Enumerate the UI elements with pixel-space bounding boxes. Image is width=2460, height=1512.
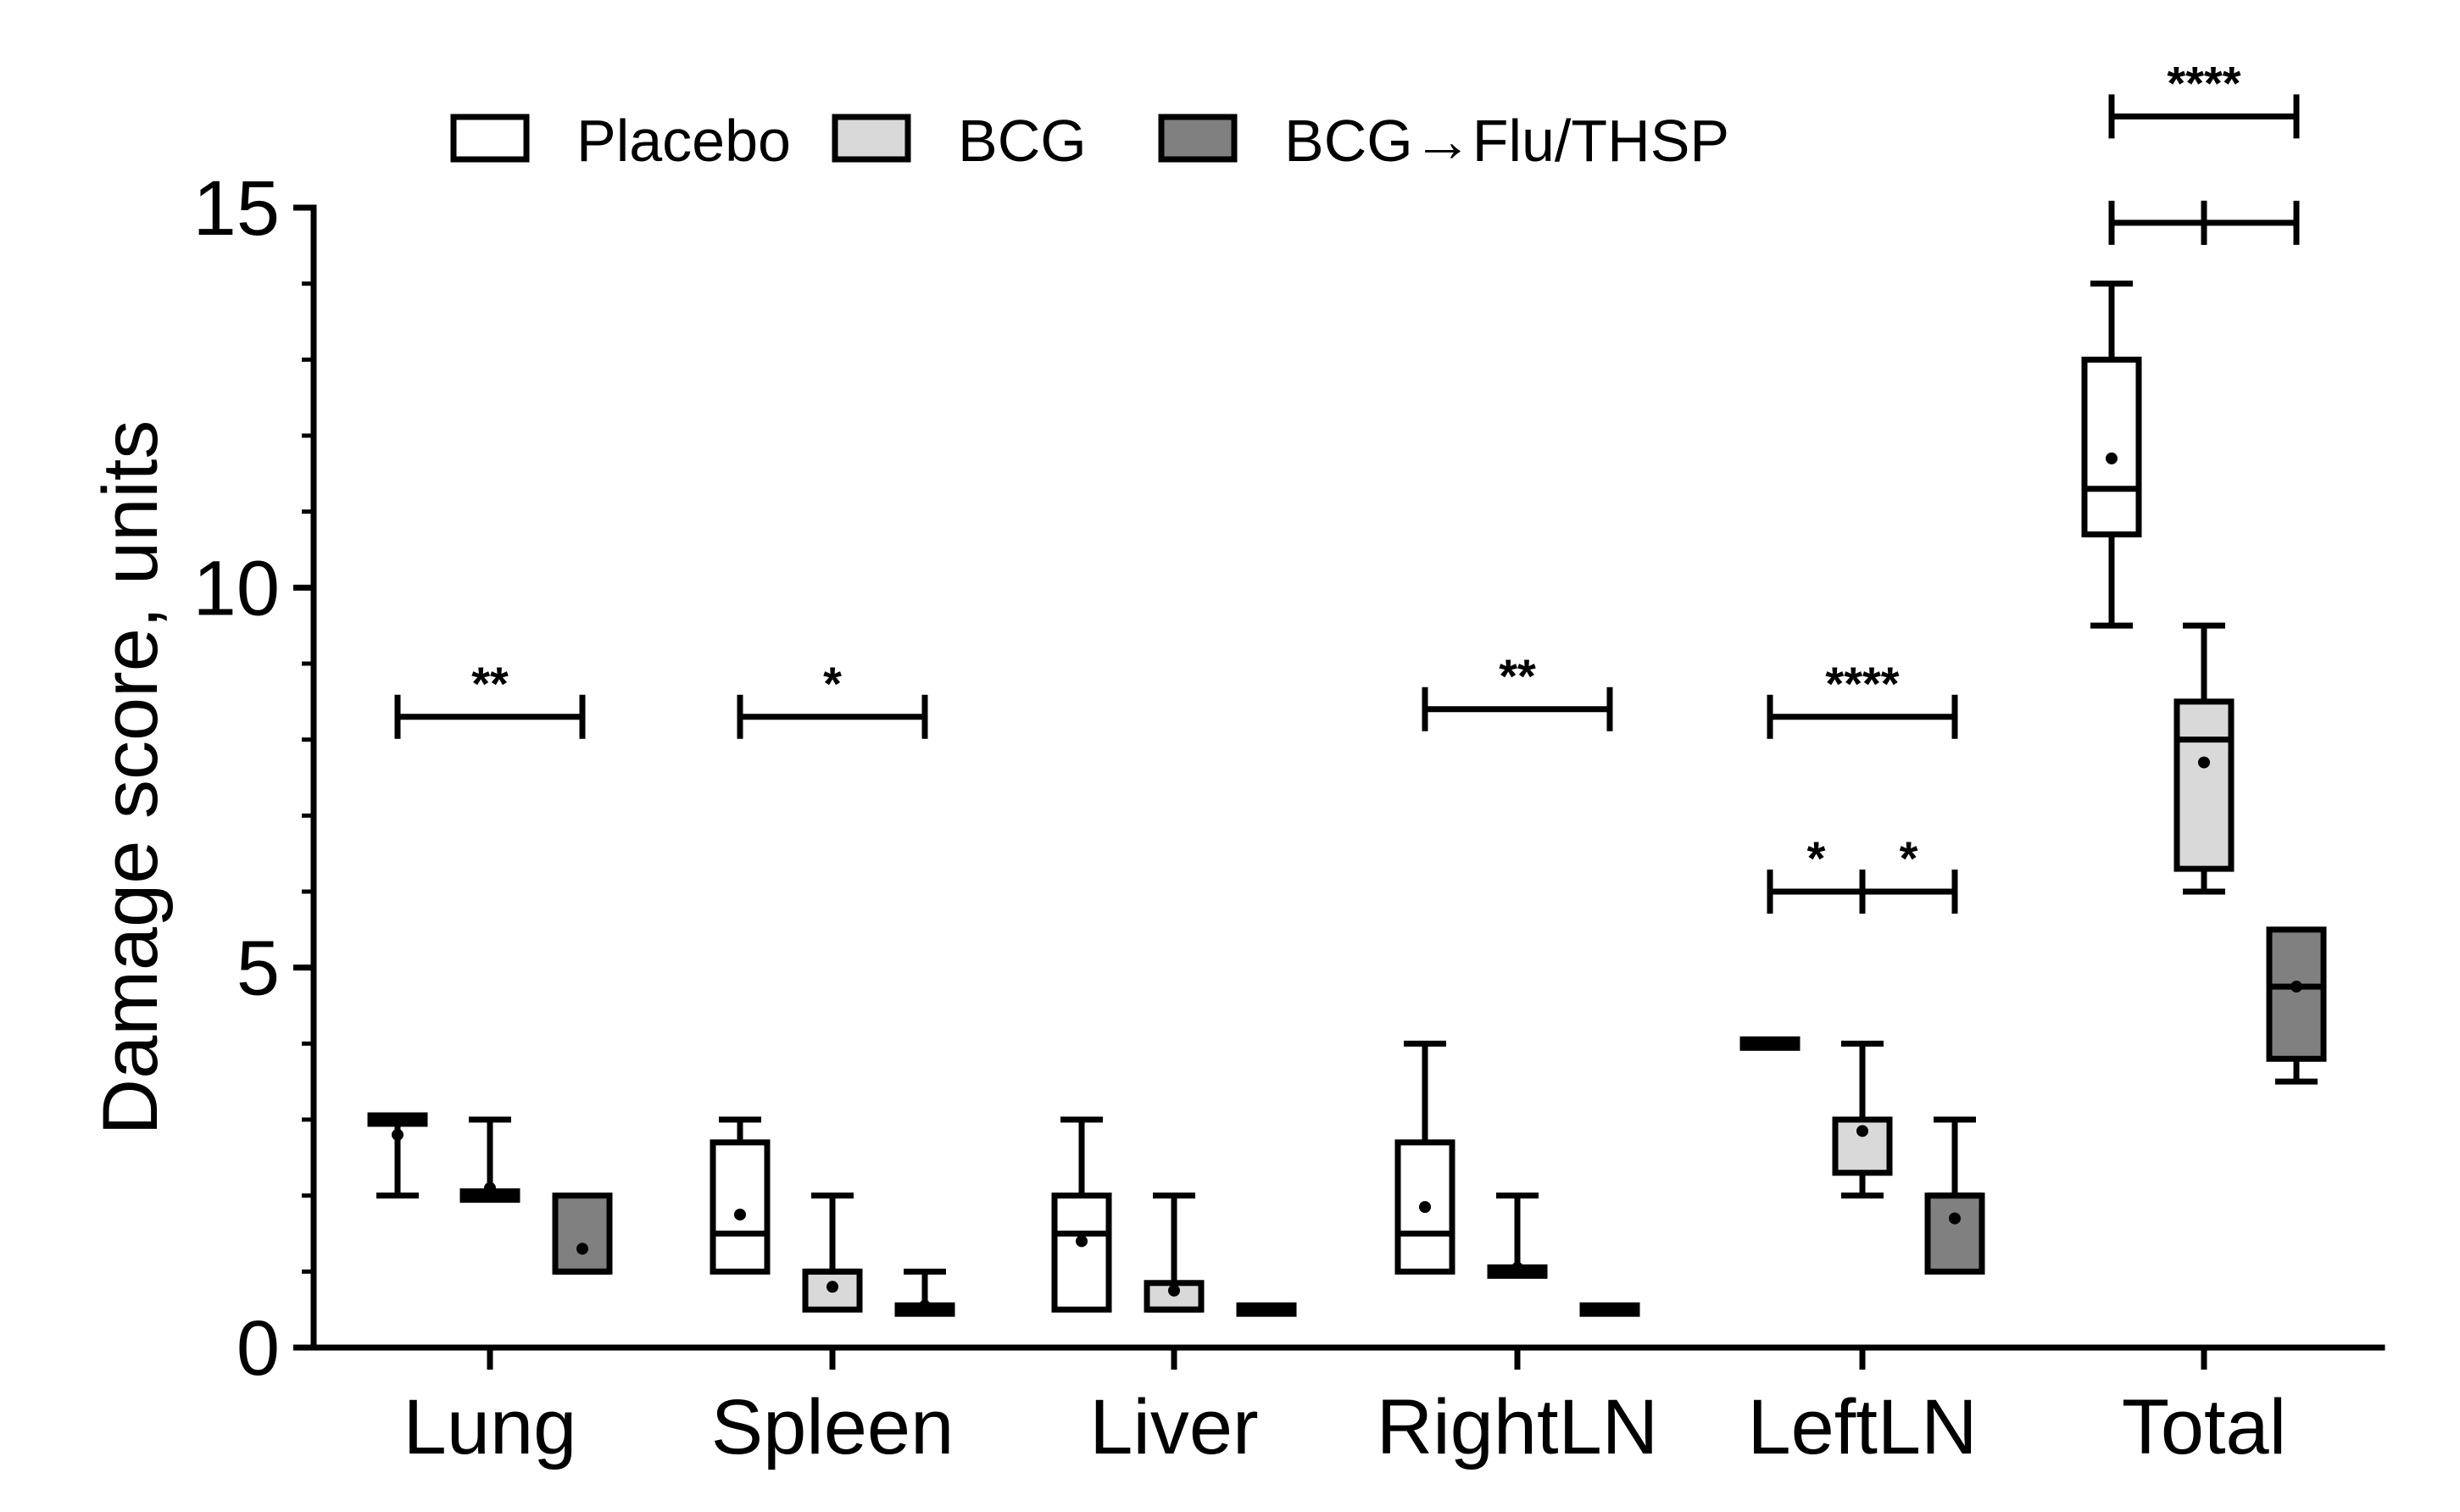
box-plots [367,281,2327,1317]
legend: Placebo BCG BCG→Flu/THSP [450,108,1729,174]
box-body [1051,1192,1112,1313]
legend-label-bcg-flu-thsp: BCG→Flu/THSP [1284,108,1729,174]
sig-label: ** [1499,649,1536,703]
mean-marker [919,1299,931,1312]
sig-bracket-leftln: * [1767,831,1866,914]
mean-marker [1856,1125,1868,1137]
x-tick-label-total: Total [2122,1384,2286,1470]
box-liver-bcg-flu-thsp [1236,1302,1297,1317]
sig-label: * [823,657,842,710]
box-leftln-bcg [1832,1040,1893,1199]
sig-bracket-leftln: **** [1767,657,1958,739]
sig-bracket-lung: ** [394,657,586,739]
box-spleen-placebo [710,1116,771,1275]
sig-label: * [1807,831,1826,885]
y-axis-title: Damage score, units [87,420,174,1136]
mean-marker [1511,1261,1523,1274]
x-tick-label-spleen: Spleen [711,1384,954,1470]
box-lung-bcg [459,1116,520,1203]
box-lung-placebo [367,1112,428,1199]
box-liver-bcg [1144,1192,1205,1313]
x-tick-label-liver: Liver [1089,1384,1258,1470]
mean-marker [484,1181,496,1194]
sig-label: **** [1825,657,1899,710]
box-body [2266,926,2327,1062]
legend-swatch-bcg [832,114,911,163]
box-leftln-placebo [1739,1036,1800,1051]
mean-marker [392,1128,404,1141]
box-rightln-placebo [1394,1040,1455,1275]
box-body [710,1139,771,1275]
x-tick-label-rightln: RightLN [1377,1384,1658,1470]
y-tick-label: 5 [237,926,280,1012]
mean-marker [2106,452,2118,464]
box-liver-placebo [1051,1116,1112,1313]
mean-marker [1949,1212,1961,1225]
sig-bracket-total: **** [2108,56,2300,139]
axes: 0 5 10 15 Damage score, units Lung Spleen Liver… [87,165,2385,1470]
box-body [2173,698,2235,872]
box-spleen-bcg [802,1192,863,1313]
mean-marker [826,1281,838,1293]
box-body [552,1192,613,1275]
y-tick-label: 10 [193,545,280,631]
sig-bracket-total [2108,200,2207,245]
mean-marker [734,1209,746,1221]
mean-marker [1419,1201,1431,1214]
box-rightln-bcg [1487,1192,1548,1279]
legend-swatch-placebo [450,114,530,163]
sig-bracket-rightln: ** [1422,649,1613,731]
mean-marker [1168,1284,1180,1297]
box-lung-bcg-flu-thsp [552,1192,613,1275]
sig-bracket-leftln: * [1859,831,1958,914]
mean-marker [2290,981,2302,993]
mean-marker [576,1242,588,1255]
mean-marker [2198,756,2210,769]
box-leftln-bcg-flu-thsp [1924,1116,1985,1275]
mean-marker [1261,1304,1272,1316]
legend-label-placebo: Placebo [576,108,791,174]
mean-marker [1764,1037,1776,1050]
mean-marker [1076,1235,1088,1248]
box-total-bcg [2173,622,2235,895]
sig-bracket-spleen: * [737,657,928,739]
sig-label: **** [2167,56,2240,109]
box-rightln-bcg-flu-thsp [1579,1302,1640,1317]
x-tick-label-lung: Lung [404,1384,577,1470]
sig-label: * [1900,831,1918,885]
box-body [1924,1192,1985,1275]
x-tick-label-leftln: LeftLN [1747,1384,1977,1470]
y-tick-label: 0 [237,1305,280,1392]
sig-label: ** [471,657,509,710]
box-total-placebo [2081,281,2142,629]
box-total-bcg-flu-thsp [2266,926,2327,1085]
box-body [2081,356,2142,538]
legend-swatch-bcg-flu-thsp [1158,114,1238,163]
sig-bracket-total [2201,200,2300,245]
legend-label-bcg: BCG [958,108,1087,174]
mean-marker [1604,1304,1616,1316]
box-spleen-bcg-flu-thsp [894,1268,955,1317]
y-tick-label: 15 [193,165,280,252]
significance-annotations: ** * ** ***** ***** [394,56,2300,914]
